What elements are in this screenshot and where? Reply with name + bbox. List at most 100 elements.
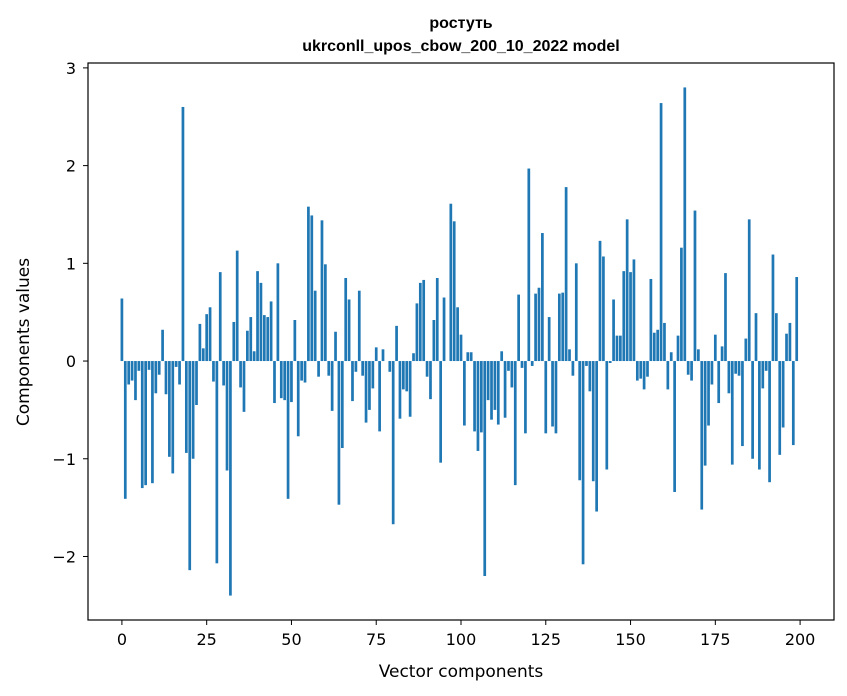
bar (591, 361, 595, 482)
bar (483, 361, 487, 577)
bar (130, 361, 134, 381)
bar (357, 290, 361, 362)
bar (656, 329, 660, 362)
x-tick-label: 75 (366, 630, 386, 649)
x-tick-label: 175 (700, 630, 731, 649)
bar (649, 278, 653, 362)
bar (439, 361, 443, 463)
axes-frame (87, 62, 835, 621)
bar (154, 361, 158, 394)
bar (673, 361, 676, 492)
bar (520, 361, 524, 368)
bar (425, 361, 429, 377)
bar (276, 263, 280, 362)
bar (269, 301, 273, 362)
bar (371, 361, 375, 389)
bar (734, 361, 738, 374)
bar (761, 361, 765, 389)
x-tick-label: 25 (197, 630, 217, 649)
bar (378, 361, 381, 432)
y-axis-ticks: −2 −1 0 1 2 3 (52, 59, 88, 566)
bar (727, 361, 731, 394)
bar (602, 256, 605, 362)
bar (293, 320, 297, 362)
bar (164, 361, 168, 395)
bar (398, 361, 402, 419)
bar (693, 210, 697, 362)
bar (747, 219, 751, 362)
bar (429, 361, 432, 400)
y-tick-label: −1 (52, 450, 76, 469)
bar (500, 351, 504, 362)
bar (235, 250, 239, 362)
bar (697, 349, 700, 362)
bar (730, 361, 734, 465)
bar (171, 361, 175, 474)
y-tick-label: 2 (66, 157, 76, 176)
bar (127, 361, 131, 385)
bar (652, 332, 656, 362)
bar (568, 349, 571, 362)
bar (530, 361, 534, 366)
bar (337, 361, 341, 505)
bar (588, 361, 592, 392)
bar (422, 279, 426, 362)
bar (724, 273, 727, 362)
bar (547, 317, 551, 362)
bar (459, 334, 463, 362)
bar (144, 361, 147, 486)
bar (201, 348, 205, 362)
bar (324, 264, 327, 362)
bar (388, 361, 392, 372)
bar (259, 282, 263, 362)
bar (134, 361, 137, 401)
bar (140, 361, 144, 489)
bar (639, 361, 643, 379)
bar (778, 361, 782, 455)
bar (764, 361, 768, 371)
bar (432, 320, 436, 362)
y-axis-label: Components values (14, 258, 34, 426)
bar (279, 361, 283, 399)
bar (707, 361, 710, 426)
bar (537, 287, 541, 362)
bar (273, 361, 276, 404)
bar (415, 303, 419, 362)
bar (683, 87, 687, 362)
bar (625, 219, 629, 362)
y-tick-label: −2 (52, 547, 76, 566)
bar (513, 361, 517, 486)
x-tick-label: 125 (530, 630, 561, 649)
bar (449, 203, 453, 362)
bar (585, 361, 588, 366)
bar (286, 361, 290, 499)
bar (351, 361, 354, 402)
bar (225, 361, 229, 471)
bar (690, 361, 693, 381)
bar (395, 325, 398, 362)
bar (666, 361, 670, 390)
bar (212, 361, 215, 382)
bar (788, 322, 792, 362)
bar (239, 361, 242, 388)
bar (307, 206, 310, 362)
bar (554, 361, 558, 434)
y-tick-label: 3 (66, 59, 76, 78)
bar (534, 293, 537, 362)
bar (463, 361, 466, 426)
bar (151, 361, 154, 484)
y-tick-label: 0 (66, 352, 76, 371)
bar (174, 361, 178, 367)
bar (123, 361, 127, 499)
bar (222, 361, 225, 386)
bar (408, 361, 412, 417)
bar (178, 361, 181, 385)
bar (741, 361, 744, 447)
bar (249, 317, 253, 362)
bar (775, 313, 778, 362)
bar (435, 277, 439, 362)
x-tick-label: 100 (446, 630, 477, 649)
x-axis-label: Vector components (379, 662, 544, 682)
bar (364, 361, 368, 423)
bar (347, 299, 351, 362)
